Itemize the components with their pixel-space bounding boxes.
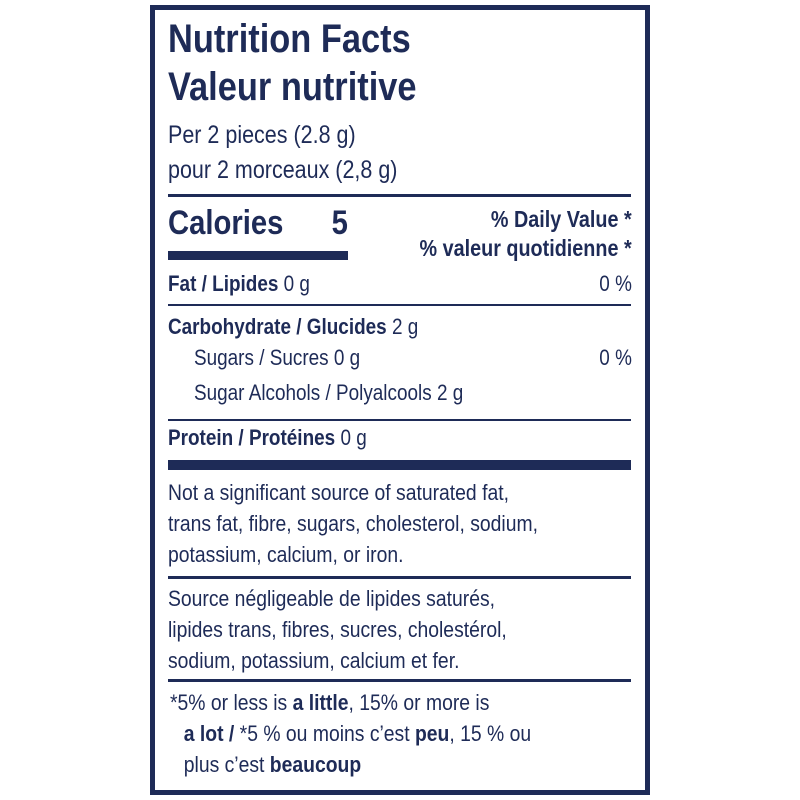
- nutrient-carbohydrate: Carbohydrate / Glucides 2 g: [168, 314, 419, 339]
- daily-value-fr: % valeur quotidienne *: [419, 235, 632, 261]
- nutrient-sugar-alcohols: Sugar Alcohols / Polyalcools 2 g: [194, 380, 464, 405]
- title-en: Nutrition Facts: [168, 17, 411, 61]
- divider: [168, 194, 631, 197]
- calories-bar: [168, 251, 348, 260]
- serving-en: Per 2 pieces (2.8 g): [168, 121, 356, 149]
- divider: [168, 576, 631, 579]
- nutrient-sugars: Sugars / Sucres 0 g: [194, 345, 361, 370]
- note-en: Not a significant source of saturated fa…: [168, 480, 538, 567]
- title-fr: Valeur nutritive: [168, 65, 417, 109]
- nutrition-label-border: [150, 5, 650, 795]
- divider: [168, 419, 631, 421]
- nutrient-fat: Fat / Lipides 0 g: [168, 271, 310, 296]
- nutrient-protein: Protein / Protéines 0 g: [168, 425, 367, 450]
- note-fr: Source négligeable de lipides saturés, li…: [168, 586, 507, 673]
- calories-label: Calories: [168, 204, 284, 242]
- daily-value-en: % Daily Value *: [491, 206, 632, 232]
- fat-dv: 0 %: [599, 271, 632, 296]
- thick-divider: [168, 460, 631, 470]
- serving-fr: pour 2 morceaux (2,8 g): [168, 156, 398, 184]
- divider: [168, 304, 631, 306]
- sugars-dv: 0 %: [599, 345, 632, 370]
- footnote: *5% or less is a little, 15% or more is …: [170, 690, 532, 777]
- calories-value: 5: [331, 204, 348, 242]
- divider: [168, 679, 631, 682]
